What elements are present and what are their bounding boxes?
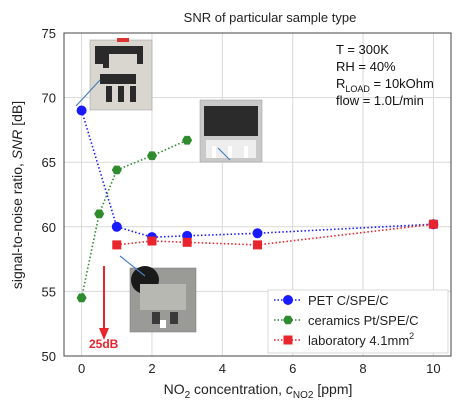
x-tick-label: 2 — [148, 361, 155, 376]
x-tick-label: 0 — [78, 361, 85, 376]
y-tick-label: 55 — [42, 284, 56, 299]
y-tick-label: 65 — [42, 155, 56, 170]
condition-humidity: RH = 40% — [336, 59, 396, 74]
data-point-ceramics — [111, 165, 122, 175]
legend-label-ceramics: ceramics Pt/SPE/C — [308, 313, 419, 328]
x-tick-label: 10 — [426, 361, 440, 376]
legend-label-pet: PET C/SPE/C — [308, 293, 389, 308]
condition-flow: flow = 1.0L/min — [336, 93, 424, 108]
data-point-ceramics — [94, 209, 105, 219]
x-tick-label: 4 — [219, 361, 226, 376]
legend-marker-laboratory — [283, 335, 293, 345]
condition-load-resistance: RLOAD = 10kOhm — [336, 76, 434, 94]
difference-label: 25dB — [89, 337, 119, 351]
y-axis-label: signal-to-noise ratio, SNR [dB] — [9, 101, 25, 289]
data-series — [76, 105, 439, 303]
data-point-ceramics — [147, 151, 157, 161]
data-point-laboratory — [253, 240, 262, 250]
ceramics-sample-photo — [199, 99, 263, 163]
laboratory-sample-photo — [129, 266, 197, 333]
callout-line-pet — [75, 79, 101, 107]
data-point-laboratory — [428, 219, 438, 229]
legend-label-laboratory: laboratory 4.1mm2 — [308, 331, 414, 348]
callout-line-laboratory — [119, 255, 146, 277]
x-tick-label: 6 — [289, 361, 296, 376]
legend-marker-pet — [283, 295, 293, 305]
series-line-pet — [80, 110, 434, 238]
data-point-pet — [76, 105, 87, 116]
legend: PET C/SPE/C ceramics Pt/SPE/C laboratory… — [267, 289, 449, 354]
plot-frame — [63, 32, 452, 357]
y-tick-label: 75 — [42, 26, 56, 41]
data-point-laboratory — [147, 236, 157, 246]
data-point-ceramics — [182, 135, 193, 145]
difference-arrow-head — [99, 328, 109, 340]
y-tick-label: 50 — [42, 349, 56, 364]
pet-sample-photo — [89, 38, 153, 111]
callout-line-ceramics — [217, 147, 231, 161]
y-tick-labels: 50 55 60 65 70 75 — [42, 26, 56, 364]
x-axis-label: NO2 concentration, cNO2 [ppm] — [164, 381, 353, 401]
x-tick-label: 8 — [359, 361, 366, 376]
legend-marker-ceramics — [283, 315, 293, 325]
data-point-laboratory — [112, 240, 122, 250]
condition-temperature: T = 300K — [336, 42, 389, 57]
data-point-ceramics — [76, 293, 87, 303]
x-tick-labels: 0 2 4 6 8 10 — [78, 361, 441, 376]
data-point-pet — [252, 228, 263, 239]
data-point-laboratory — [182, 237, 192, 247]
y-tick-label: 70 — [42, 91, 56, 106]
chart-title: SNR of particular sample type — [184, 10, 357, 25]
y-tick-label: 60 — [42, 220, 56, 235]
data-point-pet — [111, 221, 122, 232]
